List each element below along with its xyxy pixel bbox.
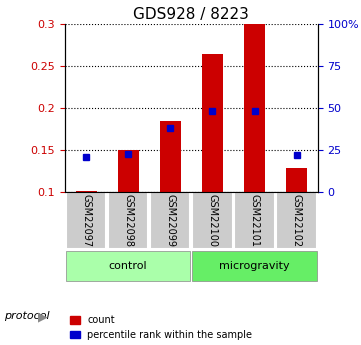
FancyBboxPatch shape xyxy=(66,251,191,281)
FancyBboxPatch shape xyxy=(277,192,317,249)
FancyBboxPatch shape xyxy=(192,251,317,281)
Bar xyxy=(118,150,139,192)
Text: GSM22097: GSM22097 xyxy=(81,194,91,247)
Text: microgravity: microgravity xyxy=(219,261,290,271)
FancyBboxPatch shape xyxy=(108,192,148,249)
Text: control: control xyxy=(109,261,147,271)
FancyBboxPatch shape xyxy=(234,192,275,249)
Bar xyxy=(244,24,265,192)
Text: protocol: protocol xyxy=(4,311,49,321)
FancyBboxPatch shape xyxy=(150,192,191,249)
Text: ▶: ▶ xyxy=(38,310,48,323)
Legend: count, percentile rank within the sample: count, percentile rank within the sample xyxy=(70,315,252,340)
Title: GDS928 / 8223: GDS928 / 8223 xyxy=(134,7,249,22)
Bar xyxy=(202,54,223,192)
Bar xyxy=(160,121,181,192)
Bar xyxy=(75,191,96,192)
Text: GSM22101: GSM22101 xyxy=(249,194,260,247)
Text: GSM22098: GSM22098 xyxy=(123,194,133,247)
FancyBboxPatch shape xyxy=(192,192,232,249)
Text: GSM22099: GSM22099 xyxy=(165,194,175,247)
Text: GSM22102: GSM22102 xyxy=(292,194,302,247)
Bar xyxy=(286,168,307,192)
FancyBboxPatch shape xyxy=(66,192,106,249)
Text: GSM22100: GSM22100 xyxy=(207,194,217,247)
